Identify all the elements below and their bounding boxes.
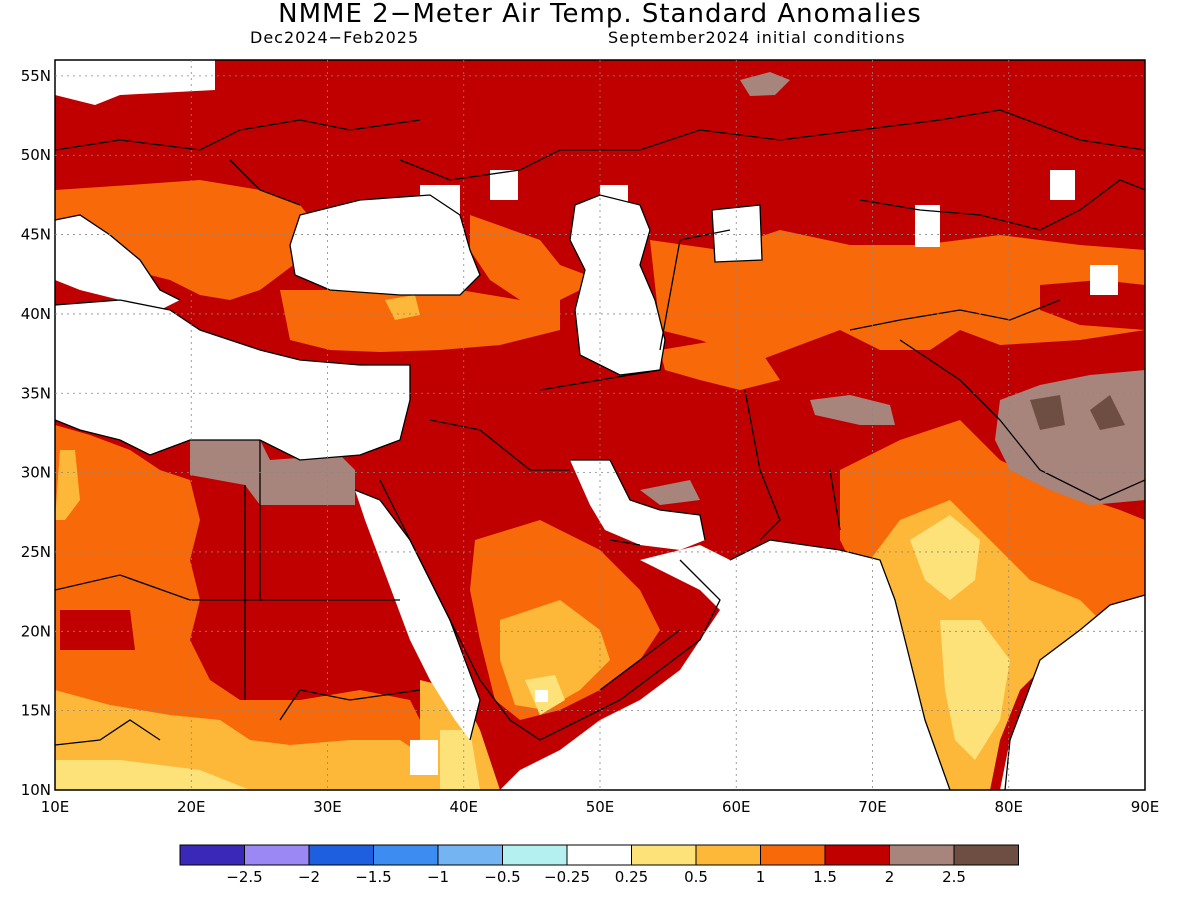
anomaly-field [55, 60, 1145, 790]
legend-label: 0.5 [684, 868, 708, 886]
legend-swatch [953, 844, 1019, 866]
legend-swatch [244, 844, 310, 866]
legend-swatch [566, 844, 632, 866]
map-title: NMME 2−Meter Air Temp. Standard Anomalie… [278, 0, 922, 29]
lat-tick-label: 20N [21, 622, 51, 640]
legend-label: 1.5 [813, 868, 837, 886]
graticule [55, 60, 1145, 790]
lon-tick-label: 90E [1131, 798, 1160, 816]
axis-ticks: 10E 20E 30E 40E 50E 60E 70E 80E 90E 10N 15N 20N 25N 3… [21, 67, 1160, 816]
legend-label: −2 [298, 868, 320, 886]
legend-label: −0.25 [544, 868, 590, 886]
lat-tick-label: 30N [21, 464, 51, 482]
forecast-period: Dec2024−Feb2025 [250, 28, 420, 47]
lon-tick-label: 20E [177, 798, 206, 816]
lon-tick-label: 30E [313, 798, 342, 816]
legend-swatch [437, 844, 503, 866]
lat-tick-label: 55N [21, 67, 51, 85]
lat-tick-label: 10N [21, 781, 51, 799]
lon-tick-label: 70E [858, 798, 887, 816]
lon-tick-label: 60E [722, 798, 751, 816]
lon-tick-label: 40E [449, 798, 478, 816]
lat-tick-label: 15N [21, 702, 51, 720]
legend-swatch [308, 844, 374, 866]
legend-swatch [824, 844, 890, 866]
legend-label: −0.5 [484, 868, 520, 886]
legend-label: 0.25 [615, 868, 648, 886]
lat-tick-label: 25N [21, 543, 51, 561]
legend-swatch [760, 844, 826, 866]
legend-label: −2.5 [226, 868, 262, 886]
legend-label: −1.5 [355, 868, 391, 886]
legend-label: −1 [427, 868, 449, 886]
legend-swatch [502, 844, 568, 866]
color-legend: −2.5 −2 −1.5 −1 −0.5 −0.25 0.25 0.5 1 1.5 2 2.5 [179, 844, 1019, 886]
lat-tick-label: 45N [21, 226, 51, 244]
lon-tick-label: 50E [586, 798, 615, 816]
lat-tick-label: 40N [21, 305, 51, 323]
coastlines [55, 109, 1145, 790]
legend-swatch [631, 844, 697, 866]
lat-tick-label: 35N [21, 384, 51, 402]
legend-label: 2.5 [942, 868, 966, 886]
legend-swatch [179, 844, 245, 866]
lon-tick-label: 80E [994, 798, 1023, 816]
initial-conditions: September2024 initial conditions [608, 28, 906, 47]
lat-tick-label: 50N [21, 146, 51, 164]
legend-swatch [889, 844, 955, 866]
legend-label: 2 [885, 868, 895, 886]
lon-tick-label: 10E [41, 798, 70, 816]
legend-swatch [695, 844, 761, 866]
legend-swatch [373, 844, 439, 866]
legend-label: 1 [756, 868, 766, 886]
